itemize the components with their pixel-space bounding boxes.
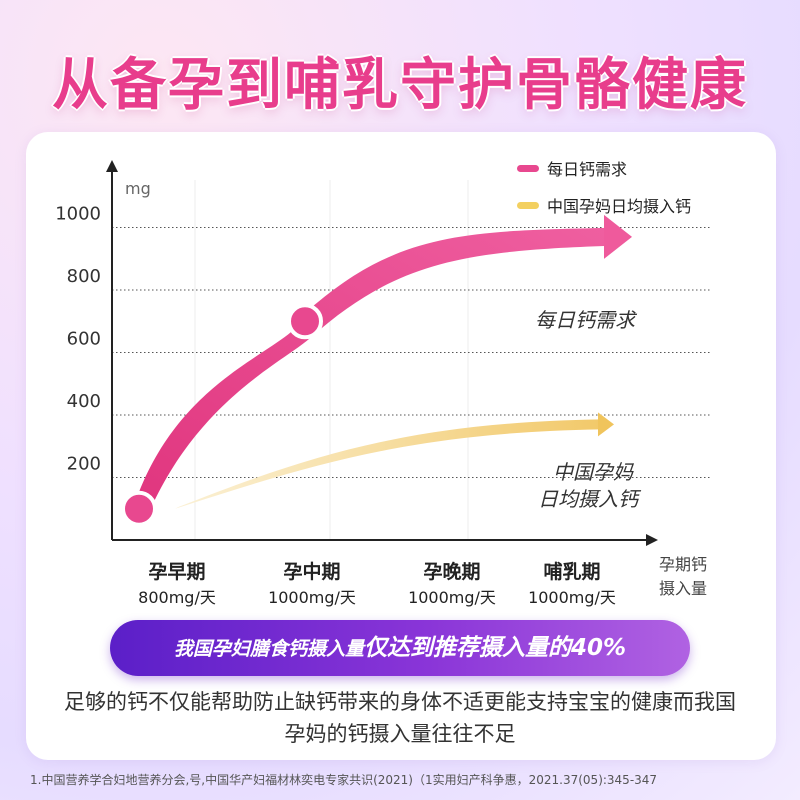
legend-label-demand: 每日钙需求: [547, 160, 627, 179]
series-intake-label: 中国孕妈: [553, 460, 635, 484]
series-demand-line: [133, 227, 608, 513]
y-tick-label: 1000: [55, 204, 101, 225]
x-category-label: 哺乳期: [543, 560, 600, 583]
page-title: 从备孕到哺乳守护骨骼健康: [52, 53, 748, 118]
series-demand-label: 每日钙需求: [535, 308, 638, 332]
y-tick-label: 400: [67, 391, 101, 412]
x-category-label: 孕中期: [283, 560, 340, 583]
x-category-label: 孕早期: [148, 561, 205, 583]
data-point-marker: [287, 303, 323, 340]
x-category-value: 1000mg/天: [268, 588, 356, 607]
banner-text-part1: 我国孕妇膳食钙摄入量: [173, 638, 364, 660]
y-tick-label: 800: [67, 266, 101, 287]
stat-banner: 我国孕妇膳食钙摄入量仅达到推荐摄入量的40%: [110, 620, 690, 676]
series-intake-arrow: [598, 412, 614, 437]
legend-swatch-intake: [517, 202, 539, 209]
y-tick-label: 600: [67, 329, 101, 350]
x-axis-title: 孕期钙: [659, 555, 707, 574]
series-intake-label: 日均摄入钙: [538, 487, 642, 511]
y-axis-unit: mg: [125, 179, 151, 198]
x-category-value: 1000mg/天: [528, 588, 616, 607]
footnote: 1.中国营养学合妇地营养分会,号,中国华产妇福材林奕电专家共识(2021)（1实…: [30, 773, 658, 787]
data-point-marker: [121, 490, 157, 527]
x-category-label: 孕晚期: [423, 560, 480, 583]
x-category-value: 800mg/天: [138, 588, 216, 607]
series-demand-arrow: [604, 214, 632, 259]
legend-swatch-demand: [517, 165, 539, 172]
x-category-value: 1000mg/天: [408, 588, 496, 607]
y-tick-label: 200: [67, 454, 101, 475]
legend-label-intake: 中国孕妈日均摄入钙: [547, 197, 691, 216]
y-axis-arrow: [106, 160, 118, 172]
x-axis-arrow: [646, 534, 658, 546]
x-axis-title: 摄入量: [659, 579, 707, 598]
banner-text-part2: 仅达到推荐摄入量的40%: [363, 635, 627, 661]
description-text: 足够的钙不仅能帮助防止缺钙带来的身体不适更能支持宝宝的健康而我国孕妈的钙摄入量往…: [64, 690, 736, 746]
series-intake-line: [175, 419, 600, 509]
